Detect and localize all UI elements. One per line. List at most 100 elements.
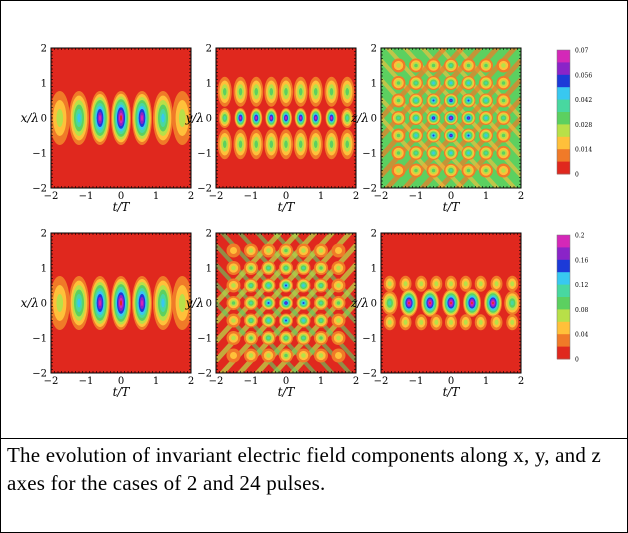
heatmap-blob	[266, 248, 271, 253]
y-tick-label: 2	[371, 229, 377, 240]
heatmap-blob	[254, 88, 258, 96]
heatmap-blob	[478, 319, 483, 325]
x-axis-label: t/T	[113, 200, 131, 214]
y-tick-label: −1	[32, 149, 47, 160]
heatmap-blob	[284, 140, 288, 148]
heatmap-field	[51, 48, 191, 188]
heatmap-blob	[501, 63, 506, 68]
heatmap-blob	[467, 117, 470, 119]
heatmap-blob	[450, 117, 452, 119]
heatmap-blob	[98, 115, 102, 121]
x-tick-label: −1	[79, 376, 94, 387]
heatmap-blob	[510, 319, 515, 325]
x-tick-label: 2	[518, 376, 524, 387]
colorbar-tick-label: 0.042	[575, 97, 592, 104]
heatmap-blob	[396, 168, 401, 173]
heatmap-blob	[230, 247, 237, 254]
heatmap-blob	[414, 151, 418, 155]
y-tick-label: 0	[206, 114, 212, 125]
y-tick-label: 0	[41, 114, 47, 125]
heatmap-blob	[419, 281, 424, 287]
colorbar-swatch	[557, 74, 570, 88]
heatmap-blob	[396, 133, 401, 138]
heatmap-blob	[466, 63, 471, 68]
heatmap-blob	[120, 115, 122, 121]
heatmap-blob	[429, 301, 431, 305]
heatmap-blob	[178, 109, 186, 127]
colorbar-frame	[556, 49, 571, 175]
heatmap-blob	[434, 281, 439, 287]
heatmap-blob	[335, 352, 342, 359]
colorbar-tick-label: 0	[575, 357, 579, 364]
x-tick-label: −2	[374, 191, 389, 202]
colorbar-swatch	[557, 87, 570, 100]
heatmap-blob	[449, 281, 453, 287]
y-tick-label: −2	[197, 184, 212, 195]
heatmap-blob	[255, 116, 257, 120]
heatmap-blob	[501, 151, 506, 155]
y-tick-label: 1	[41, 264, 47, 275]
heatmap-blob	[319, 319, 323, 322]
heatmap-blob	[77, 298, 81, 308]
heatmap-blob	[484, 151, 488, 155]
y-tick-label: 1	[41, 79, 47, 90]
y-tick-label: 1	[371, 79, 377, 90]
y-axis-label: x/λ	[21, 111, 39, 125]
heatmap-blob	[298, 88, 303, 96]
x-tick-label: 0	[448, 191, 454, 202]
colorbar-tick-label: 0.056	[575, 72, 592, 79]
x-tick-label: 1	[483, 191, 489, 202]
heatmap-blob	[431, 63, 436, 68]
heatmap-blob	[319, 301, 323, 305]
x-tick-label: 2	[353, 191, 359, 202]
heatmap-blob	[315, 116, 317, 120]
heatmap-blob	[431, 168, 436, 173]
colorbar-swatch	[557, 346, 570, 360]
heatmap-blob	[449, 81, 453, 85]
colorbar-tick-label: 0.2	[575, 233, 585, 240]
heatmap-blob	[231, 335, 236, 341]
heatmap-blob	[403, 281, 408, 287]
heatmap-blob	[249, 336, 253, 340]
heatmap-blob	[463, 319, 468, 325]
heatmap-blob	[314, 140, 318, 148]
heatmap-blob	[266, 353, 271, 358]
heatmap-blob	[471, 301, 473, 305]
heatmap-blob	[319, 284, 323, 287]
x-tick-label: 0	[118, 376, 124, 387]
x-tick-label: 0	[283, 191, 289, 202]
heatmap-blob	[336, 283, 341, 288]
heatmap-field	[381, 48, 521, 188]
heatmap-blob	[329, 88, 334, 96]
y-tick-label: 2	[41, 44, 47, 55]
colorbar-swatch	[557, 334, 570, 347]
y-axis-label: y/λ	[185, 296, 204, 310]
y-tick-label: 1	[206, 264, 212, 275]
heatmap-blob	[449, 169, 453, 172]
heatmap-blob	[449, 151, 453, 155]
colorbar-swatch	[557, 272, 570, 285]
heatmap-blob	[467, 81, 470, 85]
heatmap-blob	[501, 168, 506, 173]
heatmap-blob	[510, 281, 515, 287]
colorbar-swatch	[557, 235, 570, 248]
x-tick-label: −1	[409, 376, 424, 387]
heatmap-streak	[216, 301, 283, 373]
heatmap-blob	[254, 140, 258, 148]
heatmap-blob	[414, 168, 418, 173]
caption-divider	[1, 438, 628, 439]
heatmap-blob	[336, 318, 341, 323]
heatmap-field	[381, 233, 521, 373]
colorbar-swatch	[557, 161, 570, 175]
heatmap-blob	[319, 266, 323, 270]
heatmap-blob	[467, 151, 470, 155]
x-axis-label: t/T	[443, 385, 461, 399]
heatmap-blob	[396, 63, 401, 68]
colorbar-tick-label: 0.07	[575, 48, 589, 55]
heatmap-blob	[249, 284, 253, 287]
heatmap-blob	[285, 116, 287, 120]
heatmap-blob	[463, 281, 468, 287]
heatmap-streak	[289, 233, 356, 305]
